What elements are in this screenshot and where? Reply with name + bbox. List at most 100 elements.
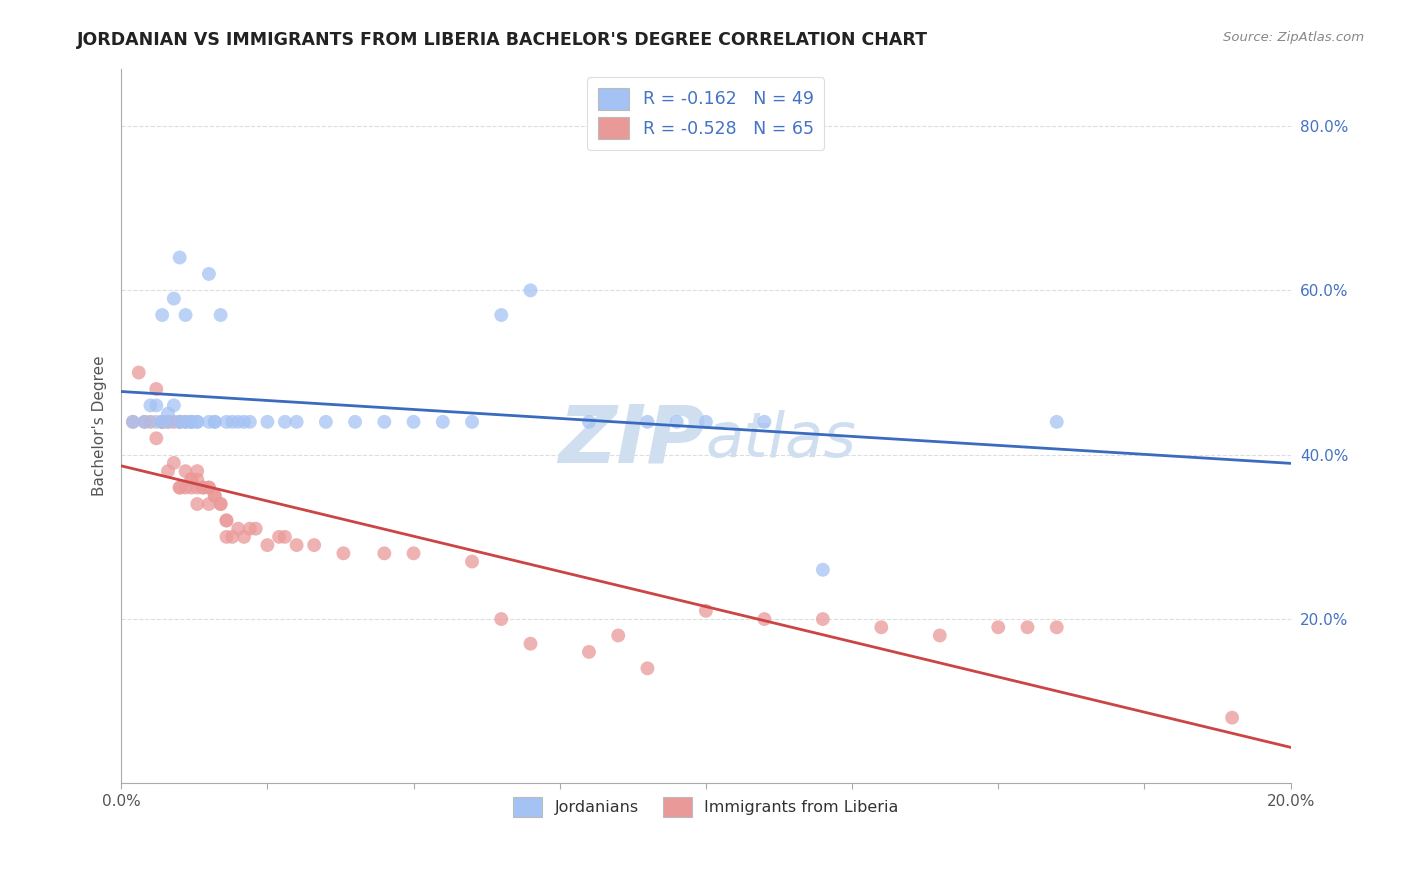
Point [221, 415, 243, 429]
Point [226, 522, 249, 536]
Point [607, 628, 630, 642]
Point [186, 464, 208, 478]
Point [198, 481, 221, 495]
Point [461, 555, 484, 569]
Point [163, 456, 186, 470]
Point [169, 415, 191, 429]
Point [169, 251, 191, 265]
Point [239, 522, 262, 536]
Point [186, 497, 208, 511]
Text: Source: ZipAtlas.com: Source: ZipAtlas.com [1223, 31, 1364, 45]
Point [432, 415, 454, 429]
Point [1046, 415, 1069, 429]
Point [145, 431, 167, 445]
Point [180, 415, 202, 429]
Point [204, 415, 226, 429]
Point [870, 620, 893, 634]
Point [186, 472, 208, 486]
Point [204, 489, 226, 503]
Point [209, 497, 232, 511]
Point [315, 415, 337, 429]
Point [134, 415, 156, 429]
Point [233, 415, 256, 429]
Point [695, 415, 717, 429]
Point [1017, 620, 1039, 634]
Point [128, 366, 150, 380]
Point [636, 415, 658, 429]
Text: JORDANIAN VS IMMIGRANTS FROM LIBERIA BACHELOR'S DEGREE CORRELATION CHART: JORDANIAN VS IMMIGRANTS FROM LIBERIA BAC… [77, 31, 928, 49]
Point [274, 415, 297, 429]
Point [180, 472, 202, 486]
Point [156, 407, 179, 421]
Point [285, 538, 308, 552]
Point [169, 415, 191, 429]
Point [233, 530, 256, 544]
Point [180, 472, 202, 486]
Point [239, 415, 262, 429]
Point [163, 398, 186, 412]
Point [145, 382, 167, 396]
Text: atlas: atlas [706, 410, 856, 470]
Point [139, 415, 162, 429]
Point [245, 522, 267, 536]
Point [274, 530, 297, 544]
Point [180, 481, 202, 495]
Point [578, 415, 600, 429]
Point [122, 415, 145, 429]
Point [491, 612, 513, 626]
Point [169, 415, 191, 429]
Point [519, 284, 541, 298]
Point [122, 415, 145, 429]
Legend: Jordanians, Immigrants from Liberia: Jordanians, Immigrants from Liberia [505, 789, 907, 825]
Point [198, 415, 221, 429]
Point [174, 415, 197, 429]
Point [226, 415, 249, 429]
Point [332, 546, 354, 560]
Point [198, 497, 221, 511]
Point [174, 308, 197, 322]
Point [267, 530, 290, 544]
Point [373, 546, 395, 560]
Point [928, 628, 950, 642]
Point [150, 415, 173, 429]
Point [578, 645, 600, 659]
Point [191, 481, 214, 495]
Point [491, 308, 513, 322]
Point [1220, 711, 1243, 725]
Point [156, 464, 179, 478]
Point [191, 481, 214, 495]
Point [134, 415, 156, 429]
Point [163, 292, 186, 306]
Point [665, 415, 688, 429]
Point [169, 481, 191, 495]
Point [145, 398, 167, 412]
Y-axis label: Bachelor's Degree: Bachelor's Degree [93, 356, 107, 496]
Point [163, 415, 186, 429]
Point [221, 530, 243, 544]
Point [204, 489, 226, 503]
Text: ZIP: ZIP [558, 401, 706, 479]
Point [256, 415, 278, 429]
Point [461, 415, 484, 429]
Point [215, 415, 238, 429]
Point [150, 415, 173, 429]
Point [150, 415, 173, 429]
Point [695, 604, 717, 618]
Point [256, 538, 278, 552]
Point [215, 513, 238, 527]
Point [1046, 620, 1069, 634]
Point [204, 415, 226, 429]
Point [811, 563, 834, 577]
Point [139, 398, 162, 412]
Point [156, 415, 179, 429]
Point [636, 661, 658, 675]
Point [156, 415, 179, 429]
Point [209, 308, 232, 322]
Point [344, 415, 367, 429]
Point [169, 481, 191, 495]
Point [150, 308, 173, 322]
Point [198, 481, 221, 495]
Point [754, 612, 776, 626]
Point [209, 497, 232, 511]
Point [811, 612, 834, 626]
